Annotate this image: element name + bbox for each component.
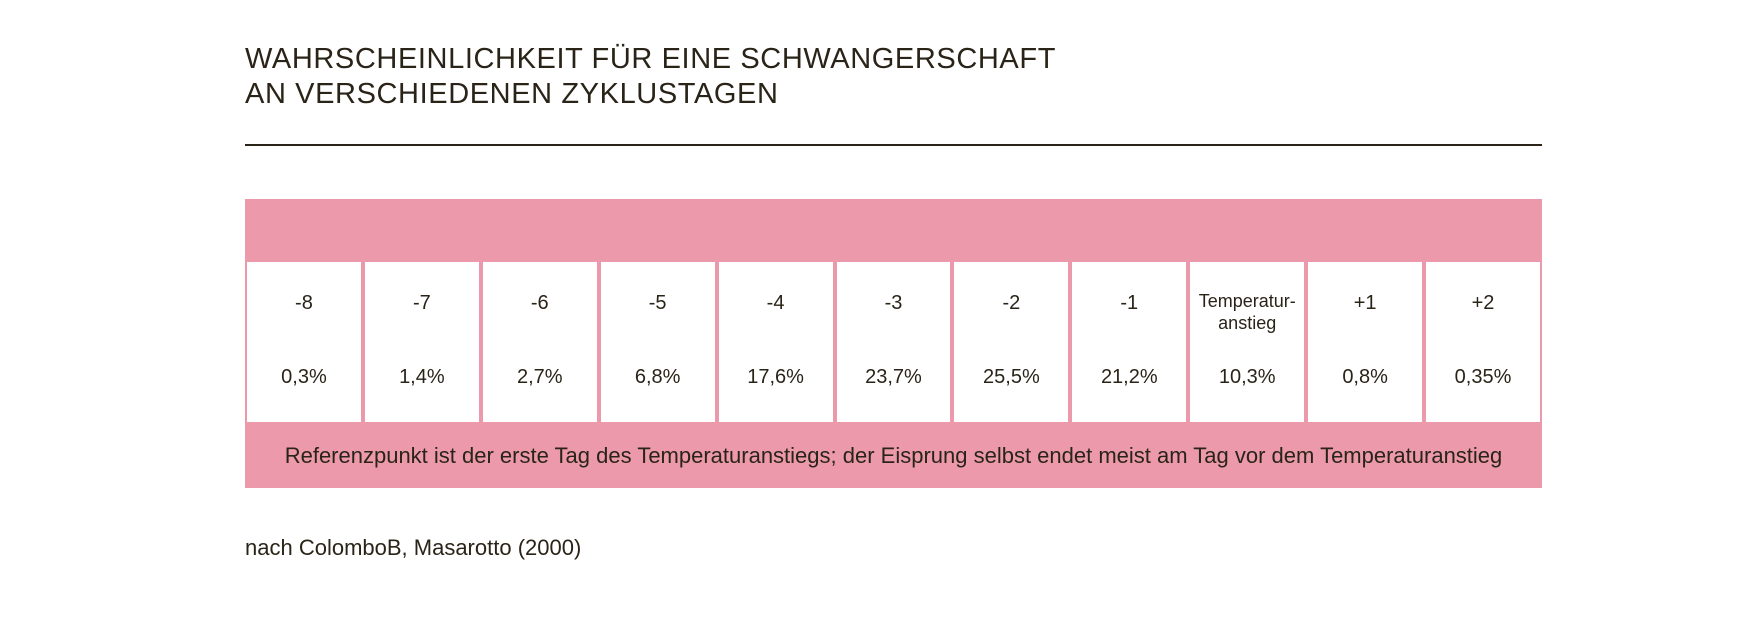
- cycle-day-label: -6: [483, 292, 597, 315]
- probability-value: 0,35%: [1426, 366, 1540, 389]
- table-cell: -4 17,6%: [719, 262, 833, 422]
- table-cell: -5 6,8%: [601, 262, 715, 422]
- cycle-day-label: Temperatur- anstieg: [1190, 290, 1304, 334]
- probability-value: 25,5%: [954, 366, 1068, 389]
- probability-value: 2,7%: [483, 366, 597, 389]
- table-cell: -2 25,5%: [954, 262, 1068, 422]
- title-divider: [245, 144, 1542, 146]
- probability-table: -8 0,3% -7 1,4% -6 2,7% -5 6,8% -4 17,6% -3 23,7% -2…: [245, 199, 1542, 488]
- cycle-day-label: -2: [954, 292, 1068, 315]
- chart-title: WAHRSCHEINLICHKEIT FÜR EINE SCHWANGERSCH…: [245, 42, 1056, 112]
- probability-value: 6,8%: [601, 366, 715, 389]
- table-cell: +1 0,8%: [1308, 262, 1422, 422]
- table-cell: -3 23,7%: [837, 262, 951, 422]
- cycle-day-label: -3: [837, 292, 951, 315]
- table-cell: Temperatur- anstieg 10,3%: [1190, 262, 1304, 422]
- cycle-day-label: -7: [365, 292, 479, 315]
- source-citation: nach ColomboB, Masarotto (2000): [245, 535, 581, 561]
- table-cell: +2 0,35%: [1426, 262, 1540, 422]
- table-cell: -1 21,2%: [1072, 262, 1186, 422]
- probability-value: 0,8%: [1308, 366, 1422, 389]
- table-cells-row: -8 0,3% -7 1,4% -6 2,7% -5 6,8% -4 17,6% -3 23,7% -2…: [247, 262, 1540, 422]
- probability-value: 21,2%: [1072, 366, 1186, 389]
- table-cell: -7 1,4%: [365, 262, 479, 422]
- chart-title-line-1: WAHRSCHEINLICHKEIT FÜR EINE SCHWANGERSCH…: [245, 42, 1056, 77]
- chart-title-line-2: AN VERSCHIEDENEN ZYKLUSTAGEN: [245, 77, 1056, 112]
- table-cell: -6 2,7%: [483, 262, 597, 422]
- cycle-day-label: +2: [1426, 292, 1540, 315]
- table-cell: -8 0,3%: [247, 262, 361, 422]
- cycle-day-label: -5: [601, 292, 715, 315]
- cycle-day-label: -1: [1072, 292, 1186, 315]
- probability-value: 1,4%: [365, 366, 479, 389]
- probability-value: 0,3%: [247, 366, 361, 389]
- cycle-day-label: +1: [1308, 292, 1422, 315]
- probability-value: 10,3%: [1190, 366, 1304, 389]
- cycle-day-label: -8: [247, 292, 361, 315]
- probability-value: 23,7%: [837, 366, 951, 389]
- table-footnote: Referenzpunkt ist der erste Tag des Temp…: [245, 443, 1542, 469]
- cycle-day-label: -4: [719, 292, 833, 315]
- probability-value: 17,6%: [719, 366, 833, 389]
